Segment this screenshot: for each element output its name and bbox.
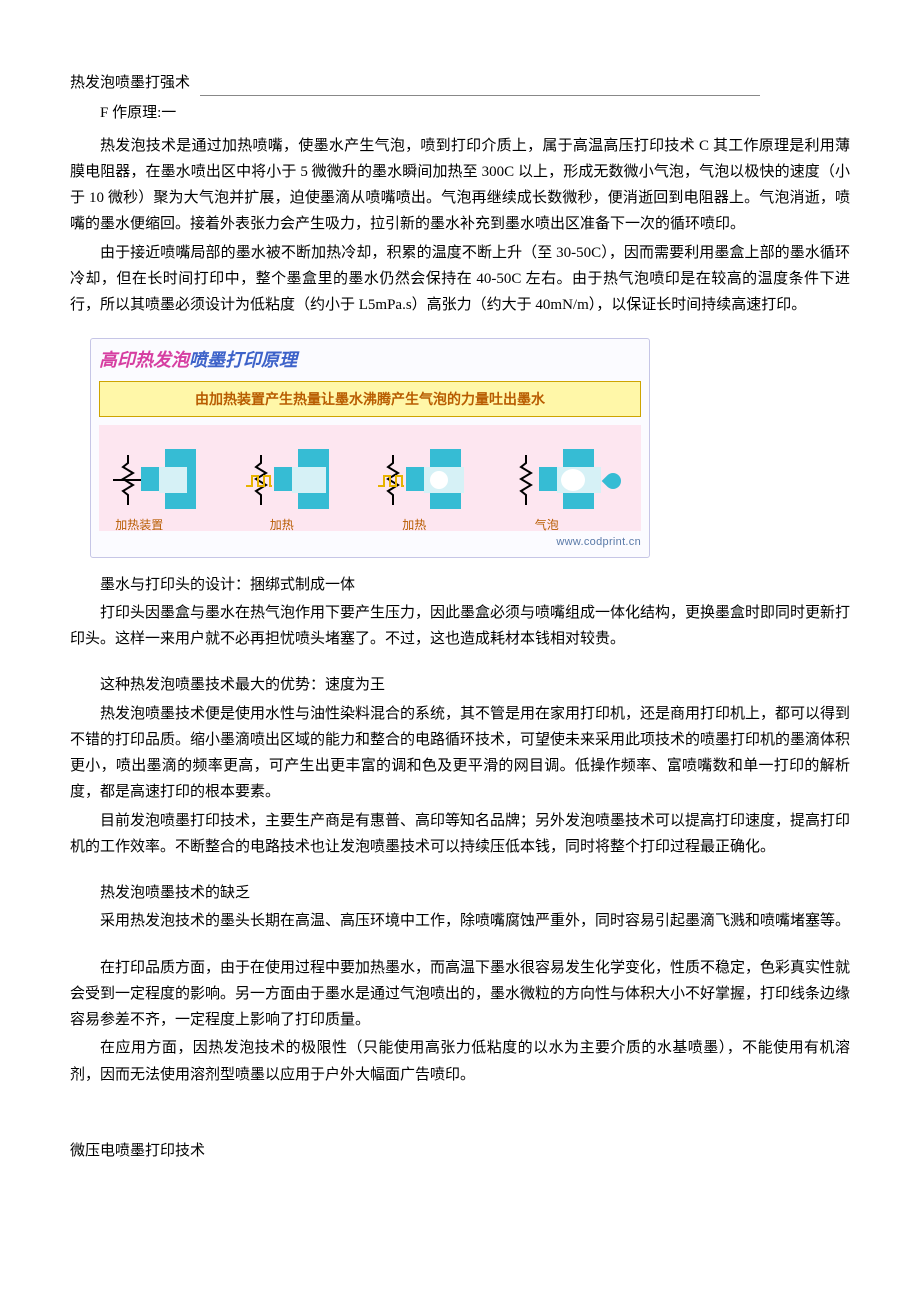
stage-2: 加热 bbox=[244, 435, 364, 525]
section-3-p3: 在应用方面，因热发泡技术的极限性（只能使用高张力低粘度的以水为主要介质的水基喷墨… bbox=[70, 1035, 850, 1088]
paragraph-1: 热发泡技术是通过加热喷嘴，使墨水产生气泡，喷到打印介质上，属于高温高压打印技术 … bbox=[70, 133, 850, 238]
pulse-icon bbox=[378, 471, 404, 485]
diagram-watermark: www.codprint.cn bbox=[99, 533, 641, 552]
section-1-head: 墨水与打印头的设计：捆绑式制成一体 bbox=[70, 572, 850, 598]
doc-subtitle: F 作原理:一 bbox=[70, 100, 850, 126]
doc-title: 热发泡喷墨打强术 bbox=[70, 70, 850, 96]
diagram-title: 高印 热发泡 喷墨打印原理 bbox=[99, 345, 641, 377]
section-3-p2: 在打印品质方面，由于在使用过程中要加热墨水，而高温下墨水很容易发生化学变化，性质… bbox=[70, 955, 850, 1034]
ink-drop-icon bbox=[601, 470, 624, 493]
stage-1-label: 加热装置 bbox=[115, 515, 163, 536]
pulse-icon bbox=[246, 471, 272, 485]
diagram-title-p2: 热发泡 bbox=[135, 345, 189, 377]
section-2-p2: 目前发泡喷墨打印技术，主要生产商是有惠普、高印等知名品牌；另外发泡喷墨技术可以提… bbox=[70, 808, 850, 861]
bubble-icon bbox=[561, 469, 585, 491]
doc-title-text: 热发泡喷墨打强术 bbox=[70, 75, 190, 91]
stage-4-label: 气泡 bbox=[535, 515, 559, 536]
thermal-bubble-diagram: 高印 热发泡 喷墨打印原理 由加热装置产生热量让墨水沸腾产生气泡的力量吐出墨水 … bbox=[90, 338, 650, 557]
stage-3-label: 加热 bbox=[402, 515, 426, 536]
section-3-head: 热发泡喷墨技术的缺乏 bbox=[70, 880, 850, 906]
diagram-banner: 由加热装置产生热量让墨水沸腾产生气泡的力量吐出墨水 bbox=[99, 381, 641, 418]
diagram-title-p3: 喷墨打印原理 bbox=[189, 345, 297, 377]
stage-3: 加热 bbox=[376, 435, 496, 525]
stage-4: 气泡 bbox=[509, 435, 629, 525]
stage-1: 加热装置 bbox=[111, 435, 231, 525]
title-underline bbox=[200, 94, 760, 96]
heater-icon bbox=[519, 455, 533, 505]
paragraph-2: 由于接近喷嘴局部的墨水被不断加热冷却，积累的温度不断上升（至 30-50C），因… bbox=[70, 240, 850, 319]
section-1-p: 打印头因墨盒与墨水在热气泡作用下要产生压力，因此墨盒必须与喷嘴组成一体化结构，更… bbox=[70, 600, 850, 653]
diagram-stages: 加热装置 加热 bbox=[99, 425, 641, 531]
section-3-p1: 采用热发泡技术的墨头长期在高温、高压环境中工作，除喷嘴腐蚀严重外，同时容易引起墨… bbox=[70, 908, 850, 934]
section-2-head: 这种热发泡喷墨技术最大的优势：速度为王 bbox=[70, 672, 850, 698]
stage-2-label: 加热 bbox=[270, 515, 294, 536]
footer-heading: 微压电喷墨打印技术 bbox=[70, 1138, 850, 1164]
diagram-title-p1: 高印 bbox=[99, 345, 135, 377]
section-2-p1: 热发泡喷墨技术便是使用水性与油性染料混合的系统，其不管是用在家用打印机，还是商用… bbox=[70, 701, 850, 806]
